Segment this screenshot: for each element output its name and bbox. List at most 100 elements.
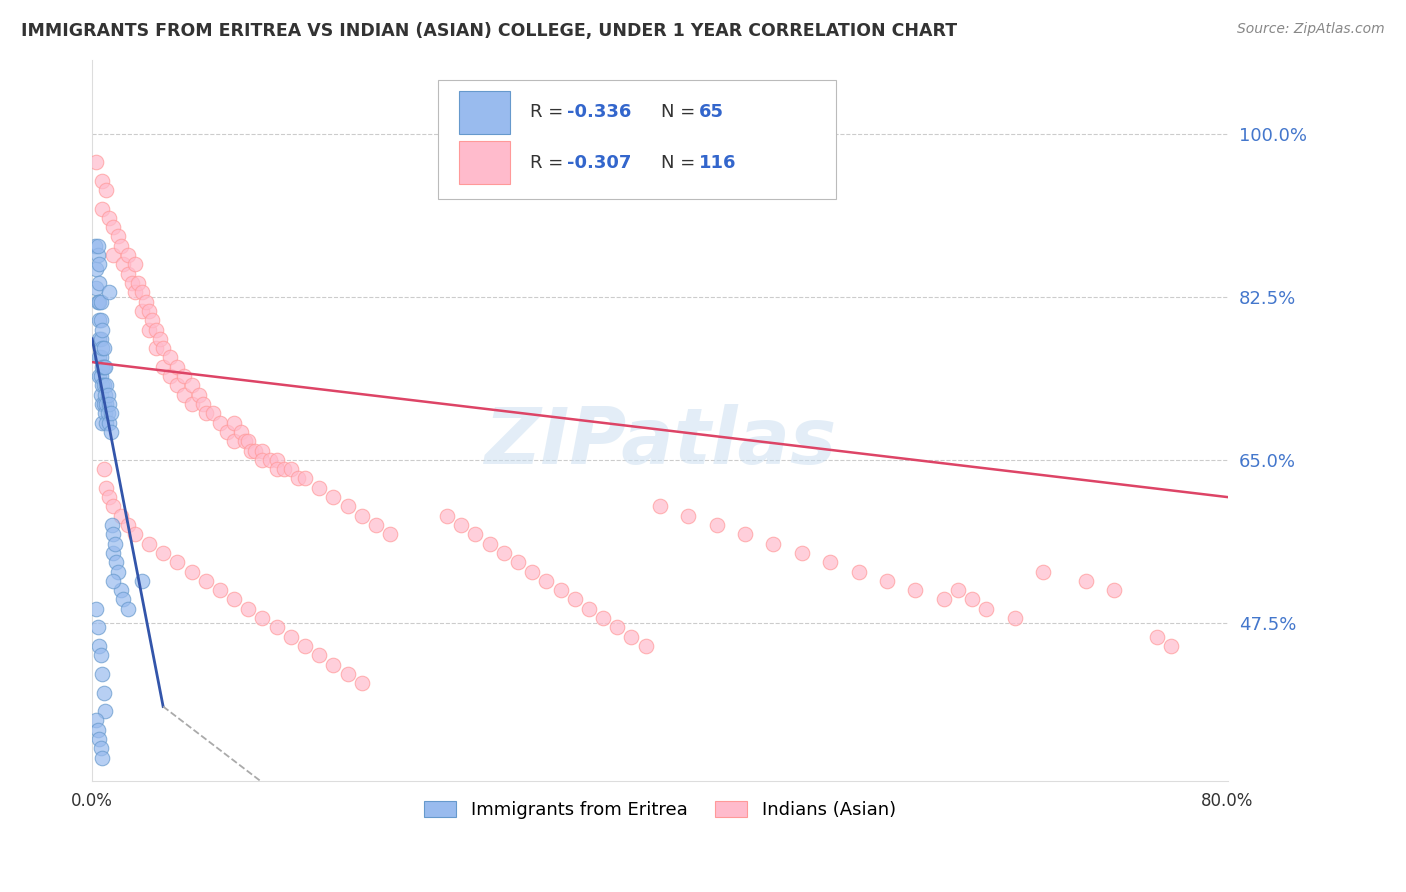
Point bbox=[101, 518, 124, 533]
Point bbox=[96, 183, 118, 197]
Point bbox=[91, 322, 114, 336]
Text: IMMIGRANTS FROM ERITREA VS INDIAN (ASIAN) COLLEGE, UNDER 1 YEAR CORRELATION CHAR: IMMIGRANTS FROM ERITREA VS INDIAN (ASIAN… bbox=[21, 22, 957, 40]
Point bbox=[93, 685, 115, 699]
Point bbox=[194, 574, 217, 588]
Point bbox=[904, 583, 927, 598]
Point bbox=[149, 332, 172, 346]
Point bbox=[578, 602, 600, 616]
Point bbox=[98, 211, 121, 225]
Point bbox=[103, 546, 125, 560]
Point bbox=[91, 378, 114, 392]
Point bbox=[131, 285, 153, 300]
Point bbox=[110, 508, 132, 523]
Text: R =: R = bbox=[530, 103, 569, 121]
Point bbox=[138, 536, 160, 550]
Point bbox=[117, 248, 139, 262]
Point bbox=[93, 378, 115, 392]
Point bbox=[86, 602, 108, 616]
Point bbox=[94, 359, 117, 374]
Point bbox=[89, 276, 111, 290]
Point bbox=[91, 341, 114, 355]
Point bbox=[294, 471, 316, 485]
Point bbox=[592, 611, 614, 625]
Point bbox=[173, 369, 195, 384]
Point bbox=[1032, 565, 1054, 579]
Point bbox=[960, 592, 983, 607]
Point bbox=[1074, 574, 1097, 588]
Point bbox=[152, 359, 174, 374]
Point bbox=[124, 527, 146, 541]
Point bbox=[259, 453, 281, 467]
Text: -0.336: -0.336 bbox=[567, 103, 631, 121]
Point bbox=[222, 592, 245, 607]
Point bbox=[180, 378, 202, 392]
Point bbox=[96, 416, 118, 430]
Point bbox=[96, 397, 118, 411]
Point bbox=[89, 732, 111, 747]
Point bbox=[89, 332, 111, 346]
Point bbox=[90, 741, 112, 756]
Point bbox=[91, 416, 114, 430]
Point bbox=[762, 536, 785, 550]
Point bbox=[94, 387, 117, 401]
Point bbox=[436, 508, 458, 523]
Point bbox=[238, 434, 260, 449]
Point bbox=[308, 481, 330, 495]
Point bbox=[287, 471, 309, 485]
Point bbox=[104, 536, 127, 550]
Point bbox=[87, 723, 110, 737]
Point bbox=[91, 173, 114, 187]
Point bbox=[90, 313, 112, 327]
Point bbox=[492, 546, 515, 560]
Point bbox=[138, 304, 160, 318]
Point bbox=[706, 518, 728, 533]
Point bbox=[1146, 630, 1168, 644]
Point bbox=[87, 239, 110, 253]
Point bbox=[848, 565, 870, 579]
Point bbox=[90, 351, 112, 365]
Point bbox=[91, 750, 114, 764]
Text: 65: 65 bbox=[699, 103, 724, 121]
Point bbox=[131, 304, 153, 318]
Point bbox=[94, 406, 117, 420]
Point bbox=[117, 602, 139, 616]
Point bbox=[100, 425, 122, 439]
Point bbox=[336, 667, 359, 681]
Point bbox=[187, 387, 209, 401]
Point bbox=[86, 262, 108, 277]
Point bbox=[450, 518, 472, 533]
Point bbox=[98, 397, 121, 411]
Point bbox=[180, 397, 202, 411]
Point bbox=[86, 280, 108, 294]
FancyBboxPatch shape bbox=[458, 141, 510, 185]
Point bbox=[159, 369, 181, 384]
Point bbox=[124, 285, 146, 300]
Point bbox=[152, 341, 174, 355]
Point bbox=[252, 453, 274, 467]
Point bbox=[235, 434, 257, 449]
Point bbox=[506, 555, 529, 569]
Point bbox=[280, 630, 302, 644]
Point bbox=[89, 294, 111, 309]
Point bbox=[84, 239, 107, 253]
Point bbox=[93, 359, 115, 374]
Point bbox=[91, 667, 114, 681]
Point bbox=[86, 155, 108, 169]
Point bbox=[86, 714, 108, 728]
Point bbox=[96, 378, 118, 392]
Point bbox=[818, 555, 841, 569]
Point bbox=[89, 313, 111, 327]
FancyBboxPatch shape bbox=[439, 79, 835, 199]
Point bbox=[124, 257, 146, 271]
Point bbox=[231, 425, 253, 439]
Point bbox=[634, 639, 657, 653]
Point bbox=[173, 387, 195, 401]
Point bbox=[98, 285, 121, 300]
Point bbox=[322, 657, 344, 672]
Point bbox=[222, 434, 245, 449]
Point bbox=[94, 704, 117, 718]
Point bbox=[89, 257, 111, 271]
Point bbox=[145, 322, 167, 336]
Point bbox=[208, 416, 231, 430]
Point bbox=[105, 555, 128, 569]
